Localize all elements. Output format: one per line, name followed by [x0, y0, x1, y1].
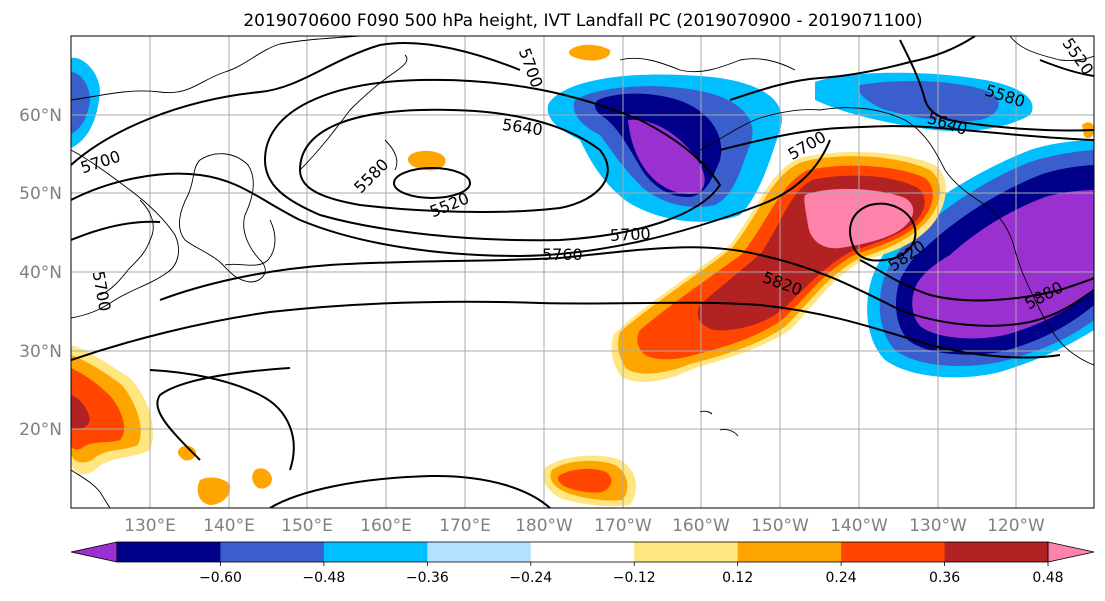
lat-tick-label: 50°N: [19, 184, 62, 204]
lon-tick-label: 180°W: [515, 516, 573, 536]
ivt-positive-patches: [71, 44, 1094, 507]
lon-tick-label: 170°E: [439, 516, 491, 536]
colorbar-tick-label: −0.12: [613, 570, 656, 586]
coastlines: [71, 36, 1094, 508]
colorbar-tick-label: 0.48: [1032, 570, 1063, 586]
contour-label: 5760: [542, 245, 583, 264]
lat-tick-label: 30°N: [19, 342, 62, 362]
lon-tick-label: 140°E: [203, 516, 255, 536]
lon-tick-label: 130°W: [909, 516, 967, 536]
lon-tick-label: 130°E: [124, 516, 176, 536]
colorbar-ticks: [220, 562, 1049, 566]
lat-tick-label: 20°N: [19, 420, 62, 440]
map-panel: 5700 5580 5520 5640 5700 5760 5820 5700 …: [71, 36, 1094, 508]
lon-tick-label: 160°E: [360, 516, 412, 536]
colorbar-extend-high: [1047, 541, 1095, 563]
colorbar-tick-label: −0.60: [199, 570, 242, 586]
colorbar-tick-labels: −0.60 −0.48 −0.36 −0.24 −0.12 0.12 0.24 0.36 0.4…: [199, 570, 1064, 586]
colorbar-tick-label: 0.12: [722, 570, 753, 586]
figure-title: 2019070600 F090 500 hPa height, IVT Land…: [243, 11, 922, 31]
graticule: [71, 36, 1094, 508]
lon-tick-label: 140°W: [830, 516, 888, 536]
colorbar-segment: [737, 542, 842, 562]
colorbar-segment: [634, 542, 739, 562]
colorbar-extend-low: [70, 541, 118, 563]
lon-axis: 130°E 140°E 150°E 160°E 170°E 180°W 170°…: [124, 516, 1045, 536]
colorbar-tick-label: −0.36: [406, 570, 449, 586]
lon-tick-label: 120°W: [987, 516, 1045, 536]
lat-axis: 60°N 50°N 40°N 30°N 20°N: [19, 106, 62, 440]
colorbar-segment: [841, 542, 946, 562]
map-frame: [70, 35, 1095, 509]
colorbar-segment: [220, 542, 325, 562]
colorbar-segment: [530, 542, 635, 562]
contour-label: 5700: [610, 224, 652, 245]
lon-tick-label: 160°W: [672, 516, 730, 536]
colorbar-tick-label: −0.24: [509, 570, 552, 586]
colorbar-frame: [116, 541, 1049, 563]
ivt-negative-region-north: [547, 74, 782, 222]
lat-tick-label: 60°N: [19, 106, 62, 126]
colorbar-tick-label: −0.48: [302, 570, 345, 586]
colorbar-tick-label: 0.36: [929, 570, 960, 586]
colorbar-segment: [117, 542, 221, 562]
colorbar-segments: [70, 541, 1095, 563]
lon-tick-label: 170°W: [594, 516, 652, 536]
height-contours: [71, 36, 1094, 508]
ivt-negative-region-canada: [815, 72, 1033, 132]
colorbar-segment: [323, 542, 428, 562]
colorbar: −0.60 −0.48 −0.36 −0.24 −0.12 0.12 0.24 0.36 0.4…: [70, 541, 1095, 586]
lon-tick-label: 150°E: [281, 516, 333, 536]
lon-tick-label: 150°W: [751, 516, 809, 536]
colorbar-tick-label: 0.24: [826, 570, 857, 586]
lat-tick-label: 40°N: [19, 263, 62, 283]
colorbar-segment: [944, 542, 1049, 562]
colorbar-segment: [427, 542, 532, 562]
